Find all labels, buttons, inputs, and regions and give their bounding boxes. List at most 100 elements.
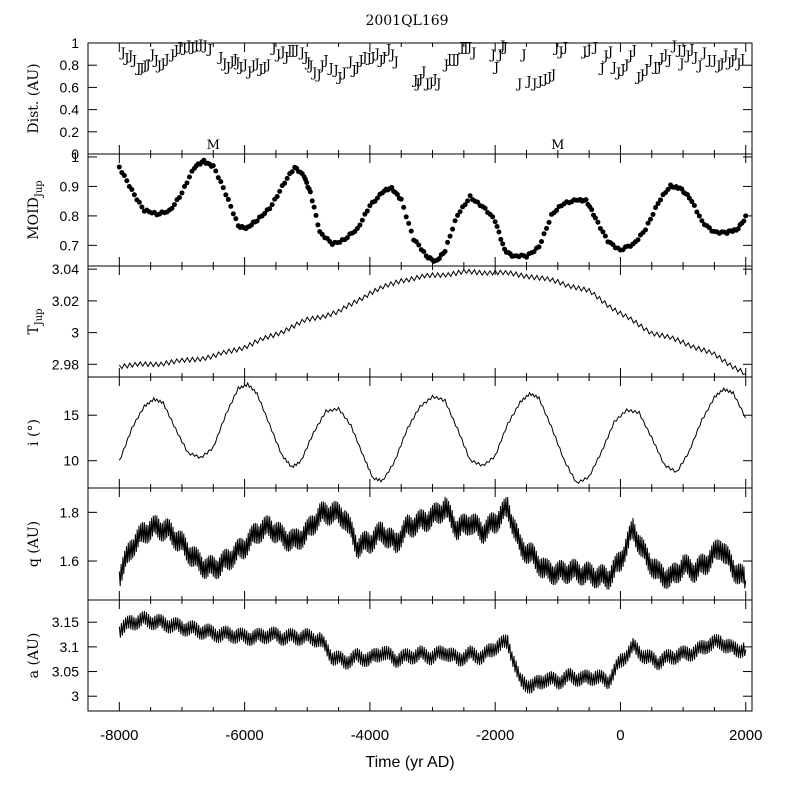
moid-point bbox=[539, 239, 545, 245]
j-marker: J bbox=[148, 48, 155, 63]
j-marker: J bbox=[541, 73, 548, 88]
y-axis-label-main: i (°) bbox=[26, 419, 42, 446]
y-tick-label: 0.2 bbox=[60, 124, 80, 140]
j-marker: J bbox=[368, 50, 375, 65]
moid-point bbox=[277, 188, 283, 194]
j-marker: J bbox=[416, 73, 423, 88]
moid-point bbox=[413, 239, 419, 245]
j-marker: J bbox=[655, 60, 662, 75]
inc-series-line bbox=[118, 381, 747, 485]
j-marker: J bbox=[192, 39, 199, 54]
j-marker: J bbox=[392, 55, 399, 70]
moid-point bbox=[665, 186, 671, 192]
moid-point bbox=[592, 215, 598, 221]
j-marker: J bbox=[188, 40, 195, 55]
moid-point bbox=[648, 216, 654, 222]
j-marker: J bbox=[728, 54, 735, 69]
j-marker: J bbox=[340, 66, 347, 81]
moid-point bbox=[309, 198, 315, 204]
j-marker: J bbox=[630, 44, 637, 59]
moid-point bbox=[129, 186, 135, 192]
j-marker: J bbox=[524, 75, 531, 90]
panel-frame bbox=[87, 265, 753, 378]
j-marker: J bbox=[304, 56, 311, 71]
moid-point bbox=[699, 218, 705, 224]
y-axis-label-main: T bbox=[26, 325, 42, 335]
j-marker: J bbox=[501, 40, 508, 55]
j-marker: J bbox=[155, 59, 162, 74]
moid-point bbox=[741, 218, 747, 224]
j-marker: J bbox=[695, 59, 702, 74]
j-marker: J bbox=[591, 40, 598, 55]
chart-title: 2001QL169 bbox=[365, 13, 448, 29]
j-marker: J bbox=[144, 58, 151, 73]
q-series-line bbox=[118, 496, 747, 590]
y-axis-label-main: a (AU) bbox=[26, 633, 42, 679]
j-marker: J bbox=[457, 40, 464, 55]
j-marker: J bbox=[380, 50, 387, 65]
j-marker: J bbox=[292, 44, 299, 59]
moid-point bbox=[304, 180, 310, 186]
y-axis-label-main: MOID bbox=[26, 197, 42, 240]
moid-point bbox=[230, 211, 236, 217]
moid-point bbox=[116, 164, 122, 170]
panel-q: 1.6 1.8 q (AU) bbox=[26, 487, 753, 601]
j-marker: J bbox=[134, 61, 141, 76]
j-marker: J bbox=[683, 49, 690, 64]
j-marker: J bbox=[321, 54, 328, 69]
moid-point bbox=[181, 184, 187, 190]
j-marker: J bbox=[734, 57, 741, 72]
moid-point bbox=[650, 211, 656, 217]
moid-point bbox=[282, 180, 288, 186]
j-marker: J bbox=[196, 38, 203, 53]
y-tick-label: 1.8 bbox=[60, 504, 80, 520]
moid-point bbox=[643, 227, 649, 233]
moid-point bbox=[416, 242, 422, 248]
j-marker: J bbox=[130, 54, 137, 69]
y-tick-label: 3.04 bbox=[52, 261, 79, 277]
moid-point bbox=[357, 222, 363, 228]
moid-point bbox=[655, 201, 661, 207]
moid-point bbox=[131, 192, 137, 198]
j-marker: J bbox=[622, 58, 629, 73]
x-tick-label: 0 bbox=[616, 727, 624, 744]
x-tick-label: -4000 bbox=[351, 727, 389, 744]
moid-point bbox=[354, 226, 360, 232]
j-marker: J bbox=[700, 46, 707, 61]
moid-point bbox=[228, 203, 234, 209]
j-marker: J bbox=[318, 59, 325, 74]
j-marker: J bbox=[618, 63, 625, 78]
y-tick-label: 3.05 bbox=[52, 664, 79, 680]
j-marker: J bbox=[434, 77, 441, 92]
j-marker: J bbox=[233, 56, 240, 71]
y-axis-label: i (°) bbox=[26, 419, 42, 446]
j-marker: J bbox=[580, 45, 587, 60]
j-marker: J bbox=[231, 53, 238, 68]
j-marker: J bbox=[545, 70, 552, 85]
j-marker: J bbox=[675, 44, 682, 59]
j-marker: J bbox=[168, 48, 175, 63]
j-marker: J bbox=[350, 64, 357, 79]
y-tick-label: 1 bbox=[71, 35, 79, 51]
j-marker: J bbox=[430, 73, 437, 88]
j-marker: J bbox=[326, 61, 333, 76]
y-axis-label: a (AU) bbox=[26, 633, 42, 679]
moid-point bbox=[465, 198, 471, 204]
moid-point bbox=[398, 196, 404, 202]
moid-point bbox=[445, 239, 451, 245]
moid-point bbox=[494, 224, 500, 230]
j-marker: J bbox=[642, 63, 649, 78]
j-marker: J bbox=[465, 40, 472, 55]
moid-point bbox=[225, 196, 231, 202]
y-tick-label: 2.98 bbox=[52, 356, 79, 372]
moid-point bbox=[254, 218, 260, 224]
j-marker: J bbox=[665, 54, 672, 69]
j-marker: J bbox=[536, 75, 543, 90]
j-marker: J bbox=[278, 45, 285, 60]
moid-point bbox=[706, 225, 712, 231]
y-tick-label: 1 bbox=[71, 149, 79, 165]
j-marker: J bbox=[419, 65, 426, 80]
y-axis-label-main: q (AU) bbox=[26, 521, 42, 567]
moid-point bbox=[389, 185, 395, 191]
moid-point bbox=[267, 206, 273, 212]
